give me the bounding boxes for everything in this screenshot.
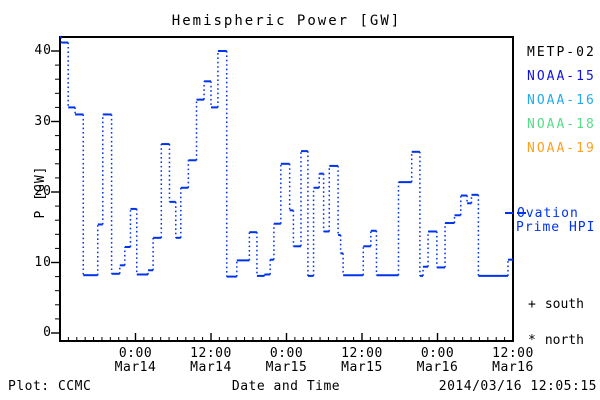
plus-symbol-icon: +	[528, 297, 536, 312]
x-tick-time: 0:00	[118, 346, 153, 361]
x-axis-label: Date and Time	[231, 379, 341, 394]
x-tick-time: 12:00	[492, 346, 534, 361]
legend-marker-south: + south	[528, 297, 584, 312]
legend-marker-north: * north	[528, 333, 584, 348]
x-tick-time: 0:00	[269, 346, 304, 361]
legend-item-noaa15: NOAA-15	[527, 69, 596, 84]
y-tick-label: 0	[43, 325, 52, 340]
plot-credit: Plot: CCMC	[8, 379, 92, 394]
x-tick-date: Mar15	[265, 360, 308, 375]
x-tick-date: Mar16	[416, 360, 459, 375]
legend-item-noaa19: NOAA-19	[527, 141, 596, 156]
chart-title: Hemispheric Power [GW]	[171, 13, 402, 29]
asterisk-symbol-icon: *	[528, 333, 536, 348]
x-tick-time: 12:00	[190, 346, 232, 361]
ovation-legend-line2: Prime HPI	[516, 220, 596, 235]
y-tick-label: 10	[34, 254, 52, 270]
marker-south-label: south	[544, 297, 584, 312]
y-tick-label: 30	[34, 113, 52, 129]
plot-timestamp: 2014/03/16 12:05:15	[438, 379, 597, 394]
legend-item-metp02: METP-02	[527, 45, 596, 60]
x-tick-date: Mar15	[341, 360, 383, 375]
y-tick-label: 40	[34, 43, 52, 58]
legend-item-noaa16: NOAA-16	[527, 93, 596, 108]
y-tick-label: 20	[34, 184, 52, 199]
x-tick-time: 0:00	[420, 346, 455, 361]
ovation-legend-line1: Ovation	[517, 206, 579, 221]
x-tick-time: 12:00	[341, 346, 383, 361]
ovation-line-sample-dash	[505, 212, 513, 214]
marker-north-label: north	[544, 333, 584, 348]
x-tick-date: Mar16	[492, 360, 534, 375]
x-tick-date: Mar14	[114, 360, 157, 375]
x-tick-date: Mar14	[190, 360, 232, 375]
legend-item-noaa18: NOAA-18	[527, 117, 596, 132]
ovation-line-sample-dash	[517, 212, 526, 214]
